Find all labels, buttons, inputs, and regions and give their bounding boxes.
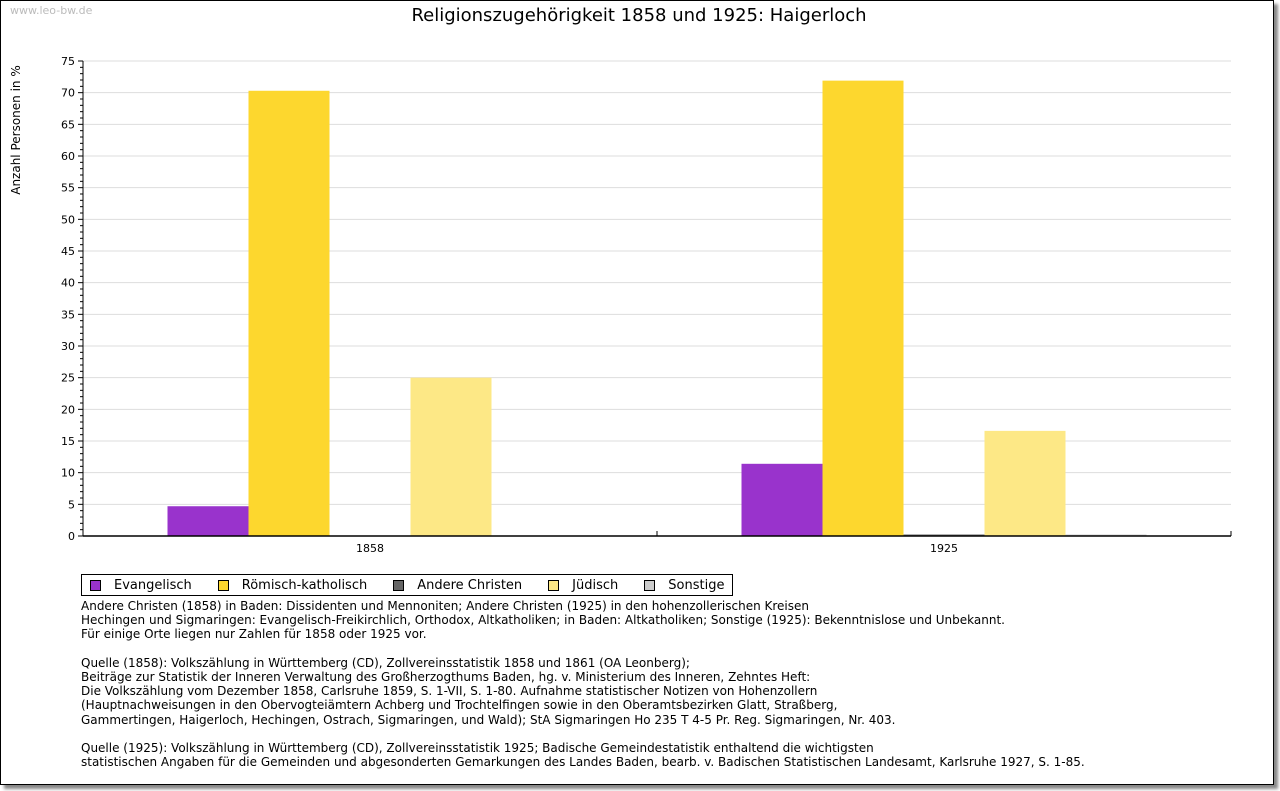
bar-evangelisch-1925	[741, 463, 823, 536]
note-line: Die Volkszählung vom Dezember 1858, Carl…	[81, 684, 818, 699]
note-line: Quelle (1858): Volkszählung in Württembe…	[81, 655, 690, 670]
x-tick-label: 1858	[356, 542, 384, 555]
legend-item: Evangelisch	[90, 578, 192, 593]
legend-swatch	[644, 579, 656, 591]
y-tick-label: 40	[61, 277, 75, 290]
y-tick-label: 35	[61, 308, 75, 321]
legend-item: Römisch-katholisch	[217, 577, 368, 593]
x-tick-label: 1925	[930, 542, 958, 555]
y-tick-label: 50	[61, 213, 75, 226]
watermark: www.leo-bw.de	[10, 4, 93, 17]
legend-item: Sonstige	[644, 578, 724, 593]
y-tick-label: 55	[61, 182, 75, 195]
note-line: Beiträge zur Statistik der Inneren Verwa…	[81, 670, 811, 685]
bar-j-disch-1858	[410, 377, 492, 536]
y-tick-label: 65	[61, 118, 75, 131]
note-line	[81, 642, 1085, 656]
note-line	[81, 727, 1085, 741]
bar-j-disch-1925	[984, 430, 1066, 536]
legend-label: Andere Christen	[417, 577, 523, 593]
note-line: (Hauptnachweisungen in den Obervogteiämt…	[81, 698, 838, 713]
legend-swatch	[217, 579, 229, 591]
note-line: Für einige Orte liegen nur Zahlen für 18…	[81, 627, 427, 642]
legend-label: Evangelisch	[114, 577, 192, 593]
chart-title: Religionszugehörigkeit 1858 und 1925: Ha…	[411, 5, 867, 26]
legend-label: Sonstige	[668, 577, 725, 593]
legend-swatch	[548, 579, 560, 591]
y-tick-label: 5	[68, 498, 75, 511]
legend-item: Andere Christen	[393, 578, 522, 593]
legend-label: Römisch-katholisch	[241, 577, 368, 593]
note-line: Hechingen und Sigmaringen: Evangelisch-F…	[81, 613, 1005, 628]
legend-swatch	[90, 579, 101, 591]
y-tick-label: 75	[61, 55, 75, 68]
note-line: Gammertingen, Haigerloch, Hechingen, Ost…	[81, 712, 896, 727]
bar-r-misch-katholisch-1858	[248, 90, 330, 537]
legend-label: Jüdisch	[572, 577, 619, 593]
y-tick-label: 15	[61, 435, 75, 448]
legend-item: Jüdisch	[548, 578, 618, 593]
y-tick-label: 0	[68, 530, 75, 543]
legend-swatch	[393, 579, 405, 591]
y-tick-label: 20	[61, 403, 75, 416]
note-line: Quelle (1925): Volkszählung in Württembe…	[81, 741, 874, 756]
y-tick-label: 25	[61, 372, 75, 385]
y-tick-label: 30	[61, 340, 75, 353]
note-line: Andere Christen (1858) in Baden: Disside…	[81, 599, 809, 613]
y-tick-label: 10	[61, 467, 75, 480]
bar-r-misch-katholisch-1925	[822, 80, 904, 536]
y-tick-label: 70	[61, 87, 75, 100]
legend: Evangelisch Römisch-katholisch Andere Chri…	[81, 574, 734, 596]
plot-area: 0 5 10 15 20 25 30 35 40 45 50 55 60 65 70 75 1858 1925	[61, 55, 1232, 555]
note-line: statistischen Angaben für die Gemeinden …	[81, 755, 1085, 770]
bar-evangelisch-1858	[167, 506, 249, 536]
y-tick-label: 45	[61, 245, 75, 258]
y-tick-label: 60	[61, 150, 75, 163]
notes: Andere Christen (1858) in Baden: Disside…	[81, 599, 1085, 769]
